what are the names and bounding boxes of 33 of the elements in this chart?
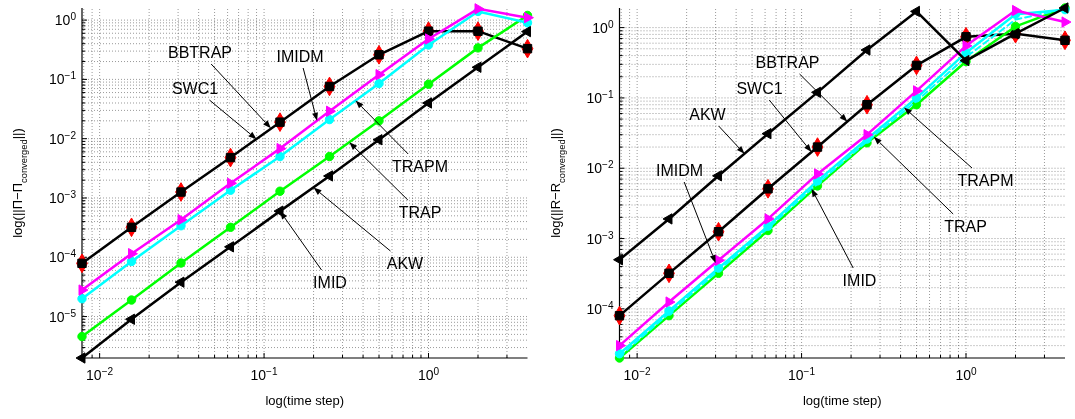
annotation: IMID [313, 274, 347, 291]
y-tick-label: 10$^{−4}$ [586, 299, 614, 317]
annotation: BBTRAP [167, 44, 233, 61]
y-tick-label: 10$^{−3}$ [586, 229, 614, 247]
annotation: TRAP [944, 218, 987, 235]
annotation: TRAP [398, 204, 442, 221]
annotation: AKW [689, 106, 727, 123]
annotation: SWC1 [736, 80, 783, 97]
y-tick-label: 10$^{−2}$ [48, 129, 77, 147]
x-axis-title: log(time step) [265, 393, 345, 408]
y-tick-label: 10$^{−1}$ [586, 88, 614, 106]
annotation: BBTRAP [755, 54, 820, 71]
y-tick-label: 10$^{−1}$ [48, 69, 77, 88]
x-tick-label: 10$^{0}$ [417, 365, 440, 383]
x-tick-label: 10$^{0}$ [955, 365, 977, 383]
annotation: AKW [386, 255, 425, 272]
y-tick-label: 10$^{0}$ [592, 18, 614, 36]
x-tick-label: 10$^{−2}$ [623, 365, 652, 383]
annotation: IMID [842, 272, 877, 289]
y-tick-label: 10$^{−4}$ [48, 247, 77, 266]
annotation: SWC1 [171, 80, 219, 97]
annotation: TRAPM [392, 158, 448, 175]
y-tick-label: 10$^{0}$ [54, 10, 77, 29]
x-axis-title: log(time step) [802, 393, 882, 408]
y-tick-label: 10$^{−3}$ [48, 188, 77, 206]
x-tick-label: 10$^{−1}$ [250, 365, 278, 383]
annotation: TRAPM [957, 172, 1014, 189]
y-tick-label: 10$^{−5}$ [48, 307, 77, 325]
x-tick-label: 10$^{−2}$ [86, 365, 114, 383]
x-tick-label: 10$^{−1}$ [788, 365, 816, 383]
annotation: IMIDM [276, 48, 324, 65]
y-tick-label: 10$^{−2}$ [586, 158, 614, 177]
annotation: IMIDM [655, 162, 704, 179]
